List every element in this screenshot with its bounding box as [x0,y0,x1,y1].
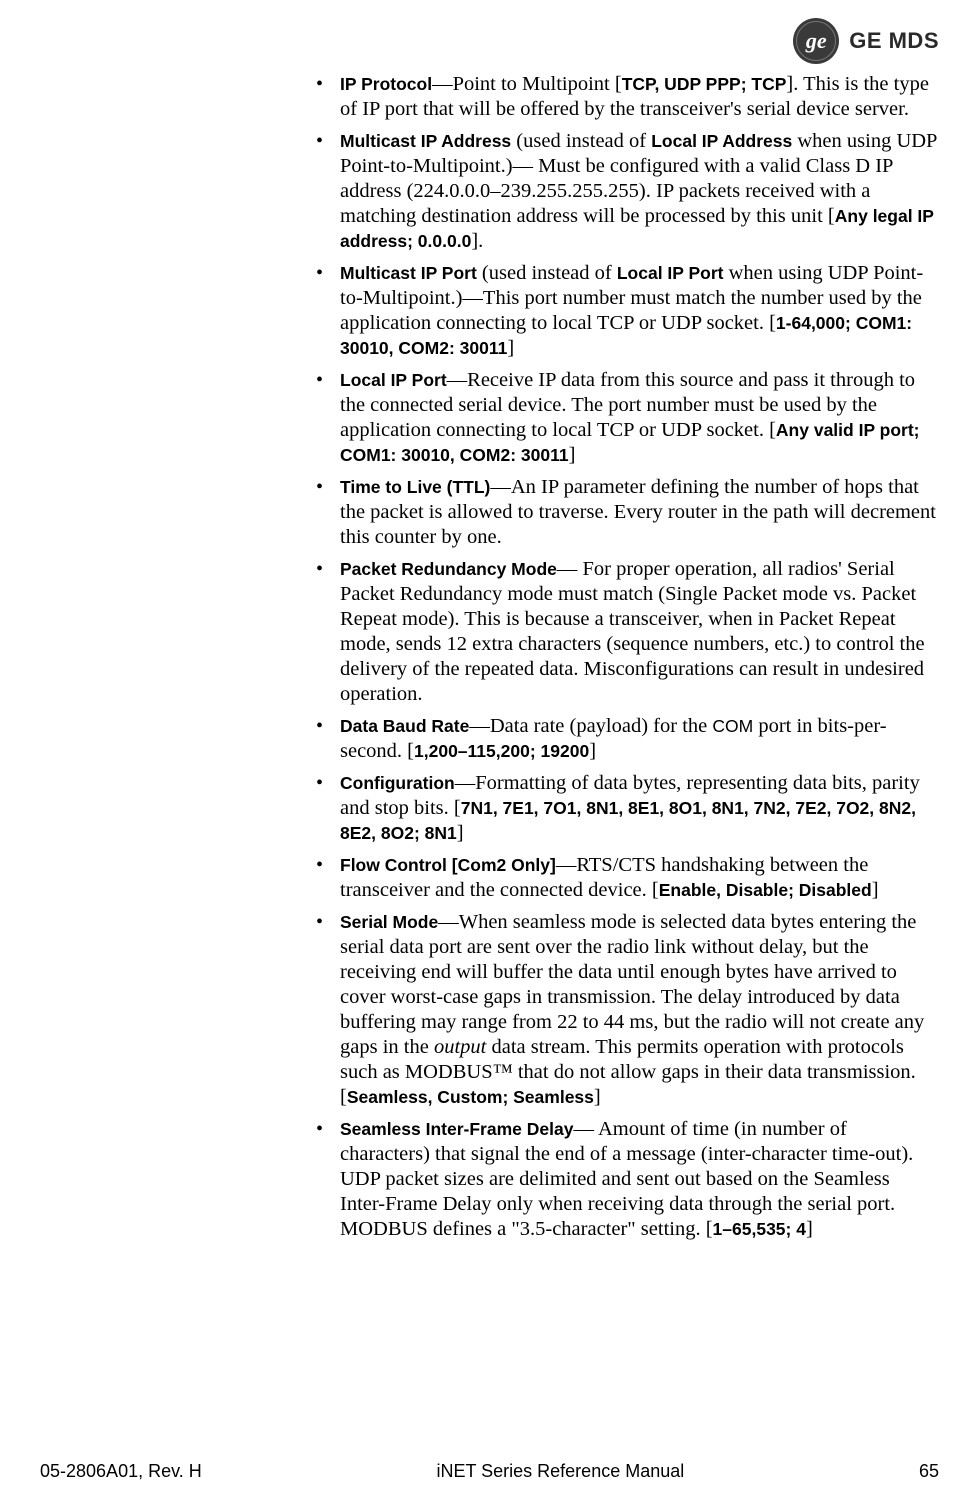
item-text: ]. [471,230,483,252]
item-text: For proper operation, all radios' Serial… [340,558,925,705]
item-option: Enable, Disable; Disabled [659,880,872,900]
item-label: IP Protocol [340,74,432,94]
item-label: Configuration [340,773,455,793]
item-label: Serial Mode [340,912,438,932]
item-option: Seamless, Custom; Seamless [347,1087,594,1107]
item-text: (used instead of [511,130,651,152]
item-label: Multicast IP Port [340,263,477,283]
item-text: ] [589,740,596,762]
item-text: Data rate (payload) for the [490,715,713,737]
footer-page-number: 65 [919,1461,939,1482]
list-item: Data Baud Rate—Data rate (payload) for t… [300,714,939,764]
footer-title: iNET Series Reference Manual [436,1461,684,1482]
list-item: Multicast IP Port (used instead of Local… [300,261,939,361]
page-footer: 05-2806A01, Rev. H iNET Series Reference… [40,1461,939,1482]
list-item: Time to Live (TTL)—An IP parameter defin… [300,475,939,550]
page-header: ge GE MDS [793,18,939,64]
list-item: Packet Redundancy Mode— For proper opera… [300,557,939,707]
item-dash: — [455,772,476,794]
brand-label: GE MDS [849,28,939,54]
list-item: Multicast IP Address (used instead of Lo… [300,129,939,254]
list-item: Local IP Port—Receive IP data from this … [300,368,939,468]
list-item: IP Protocol—Point to Multipoint [TCP, UD… [300,72,939,122]
item-ref: Local IP Address [651,131,792,151]
body-content: IP Protocol—Point to Multipoint [TCP, UD… [300,72,939,1249]
item-label: Packet Redundancy Mode [340,559,557,579]
item-dash: — [573,1118,598,1140]
ge-logo-icon: ge [793,18,839,64]
item-text: ] [507,337,514,359]
item-dash: — [469,715,490,737]
item-dash: — [438,911,459,933]
item-text: ] [569,444,576,466]
item-dash: — [557,558,583,580]
item-label: Flow Control [Com2 Only] [340,855,556,875]
item-label: Data Baud Rate [340,716,469,736]
item-option: TCP, UDP PPP; TCP [622,74,787,94]
item-label: Time to Live (TTL) [340,477,490,497]
item-text: ] [594,1086,601,1108]
item-italic: output [434,1036,486,1058]
item-text: ] [806,1218,813,1240]
item-dash: — [556,854,577,876]
item-dash: — [432,73,453,95]
ge-logo-text: ge [806,28,827,54]
item-ref: COM [712,716,753,736]
item-ref: Local IP Port [617,263,724,283]
item-option: 1,200–115,200; 19200 [414,741,589,761]
item-option: 1–65,535; 4 [713,1219,806,1239]
item-label: Multicast IP Address [340,131,511,151]
definition-list: IP Protocol—Point to Multipoint [TCP, UD… [300,72,939,1242]
item-text: Point to Multipoint [ [453,73,622,95]
list-item: Configuration—Formatting of data bytes, … [300,771,939,846]
footer-doc-id: 05-2806A01, Rev. H [40,1461,202,1482]
list-item: Flow Control [Com2 Only]—RTS/CTS handsha… [300,853,939,903]
item-text: (used instead of [477,262,617,284]
item-text: ] [872,879,879,901]
item-dash: — [490,476,511,498]
list-item: Serial Mode—When seamless mode is select… [300,910,939,1110]
item-label: Seamless Inter-Frame Delay [340,1119,573,1139]
item-label: Local IP Port [340,370,447,390]
list-item: Seamless Inter-Frame Delay— Amount of ti… [300,1117,939,1242]
item-dash: — [447,369,468,391]
item-text: ] [457,822,464,844]
